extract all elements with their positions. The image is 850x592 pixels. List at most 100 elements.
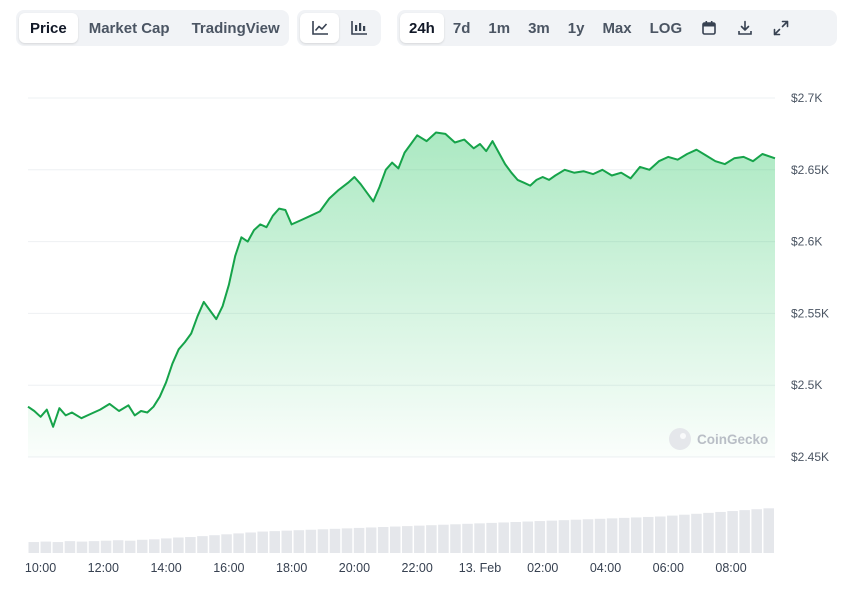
volume-bar	[161, 538, 172, 553]
volume-bar	[124, 540, 136, 553]
x-tick-label: 13. Feb	[459, 561, 501, 575]
chart-type-toggle	[297, 10, 381, 46]
range-7d-button[interactable]: 7d	[452, 19, 471, 37]
volume-bar	[209, 535, 220, 553]
volume-bar	[486, 522, 497, 553]
volume-bar	[462, 523, 473, 553]
volume-bar	[52, 542, 64, 553]
volume-bar	[594, 518, 606, 553]
volume-bar	[655, 516, 666, 553]
volume-bar	[329, 528, 341, 553]
volume-bar	[667, 515, 678, 553]
metric-tabs: Price Market Cap TradingView	[16, 10, 289, 46]
fullscreen-button[interactable]	[763, 13, 799, 43]
volume-bar	[112, 540, 124, 553]
volume-bar	[317, 529, 329, 553]
volume-bar	[293, 530, 305, 553]
volume-bar	[715, 511, 726, 553]
volume-bar	[727, 511, 738, 553]
range-24h-button[interactable]: 24h	[400, 13, 444, 43]
volume-bar	[763, 508, 774, 553]
volume-bar	[414, 525, 425, 553]
volume-bar	[281, 530, 293, 553]
x-tick-label: 22:00	[402, 561, 433, 575]
volume-bar	[353, 527, 365, 553]
range-selector: 24h 7d 1m 3m 1y Max LOG	[397, 10, 837, 46]
expand-icon	[773, 20, 789, 36]
line-chart-icon	[311, 21, 328, 35]
volume-bar	[510, 521, 521, 553]
y-tick-label: $2.6K	[791, 235, 822, 249]
volume-bar	[402, 526, 413, 553]
y-tick-label: $2.45K	[791, 450, 829, 464]
watermark-text: CoinGecko	[697, 432, 768, 447]
volume-bar	[474, 523, 485, 553]
volume-bar	[185, 537, 196, 553]
log-scale-button[interactable]: LOG	[649, 19, 683, 37]
x-tick-label: 14:00	[150, 561, 181, 575]
volume-bar	[28, 542, 40, 553]
volume-bar	[76, 541, 88, 553]
volume-bar	[269, 531, 281, 553]
volume-bar	[257, 531, 268, 553]
volume-bar	[606, 518, 618, 553]
volume-bar	[148, 539, 160, 553]
download-button[interactable]	[727, 13, 763, 43]
price-line	[27, 131, 776, 428]
x-tick-label: 06:00	[653, 561, 684, 575]
price-area-fill	[28, 132, 775, 457]
volume-bar	[558, 520, 570, 553]
range-1y-button[interactable]: 1y	[567, 19, 585, 37]
volume-bar	[703, 512, 714, 553]
volume-bar	[739, 510, 750, 553]
download-icon	[738, 20, 752, 35]
volume-bar	[679, 514, 690, 553]
coingecko-watermark: CoinGecko	[669, 428, 768, 450]
volume-bar	[582, 519, 594, 553]
y-axis-labels: $2.45K $2.5K $2.55K $2.6K $2.65K $2.7K	[791, 91, 829, 464]
volume-bar	[173, 537, 184, 553]
volume-bar	[522, 521, 534, 553]
candlestick-chart-button[interactable]	[339, 13, 378, 43]
range-max-button[interactable]: Max	[602, 19, 632, 37]
range-3m-button[interactable]: 3m	[528, 19, 550, 37]
candlestick-chart-icon	[350, 21, 367, 35]
x-tick-label: 18:00	[276, 561, 307, 575]
volume-bar	[64, 541, 76, 553]
volume-bar	[40, 541, 52, 553]
x-tick-label: 20:00	[339, 561, 370, 575]
volume-bar	[438, 524, 449, 553]
x-tick-label: 12:00	[88, 561, 119, 575]
tab-price[interactable]: Price	[19, 13, 78, 43]
x-tick-label: 08:00	[715, 561, 746, 575]
y-tick-label: $2.65K	[791, 163, 829, 177]
volume-bars	[28, 508, 774, 553]
x-tick-label: 02:00	[527, 561, 558, 575]
volume-bar	[88, 541, 100, 553]
volume-bar	[341, 528, 353, 553]
x-tick-label: 04:00	[590, 561, 621, 575]
volume-bar	[365, 527, 377, 553]
x-axis-labels: 10:00 12:00 14:00 16:00 18:00 20:00 22:00 13. F…	[25, 561, 747, 575]
volume-bar	[389, 526, 401, 553]
volume-bar	[197, 536, 208, 553]
volume-bar	[751, 509, 762, 553]
x-tick-label: 16:00	[213, 561, 244, 575]
volume-bar	[546, 520, 558, 553]
y-tick-label: $2.55K	[791, 306, 829, 320]
calendar-icon	[702, 21, 716, 35]
chart-toolbar: Price Market Cap TradingView 24h 7d 1m 3…	[16, 10, 837, 46]
volume-bar	[450, 524, 461, 553]
line-chart-button[interactable]	[300, 13, 339, 43]
tab-market-cap[interactable]: Market Cap	[88, 19, 170, 37]
volume-bar	[498, 522, 509, 553]
range-1m-button[interactable]: 1m	[488, 19, 511, 37]
volume-bar	[618, 517, 630, 553]
date-picker-button[interactable]	[691, 13, 727, 43]
tab-tradingview[interactable]: TradingView	[191, 19, 280, 37]
volume-bar	[570, 519, 582, 553]
volume-bar	[245, 532, 256, 553]
volume-bar	[136, 539, 148, 553]
coingecko-logo-icon	[669, 428, 691, 450]
